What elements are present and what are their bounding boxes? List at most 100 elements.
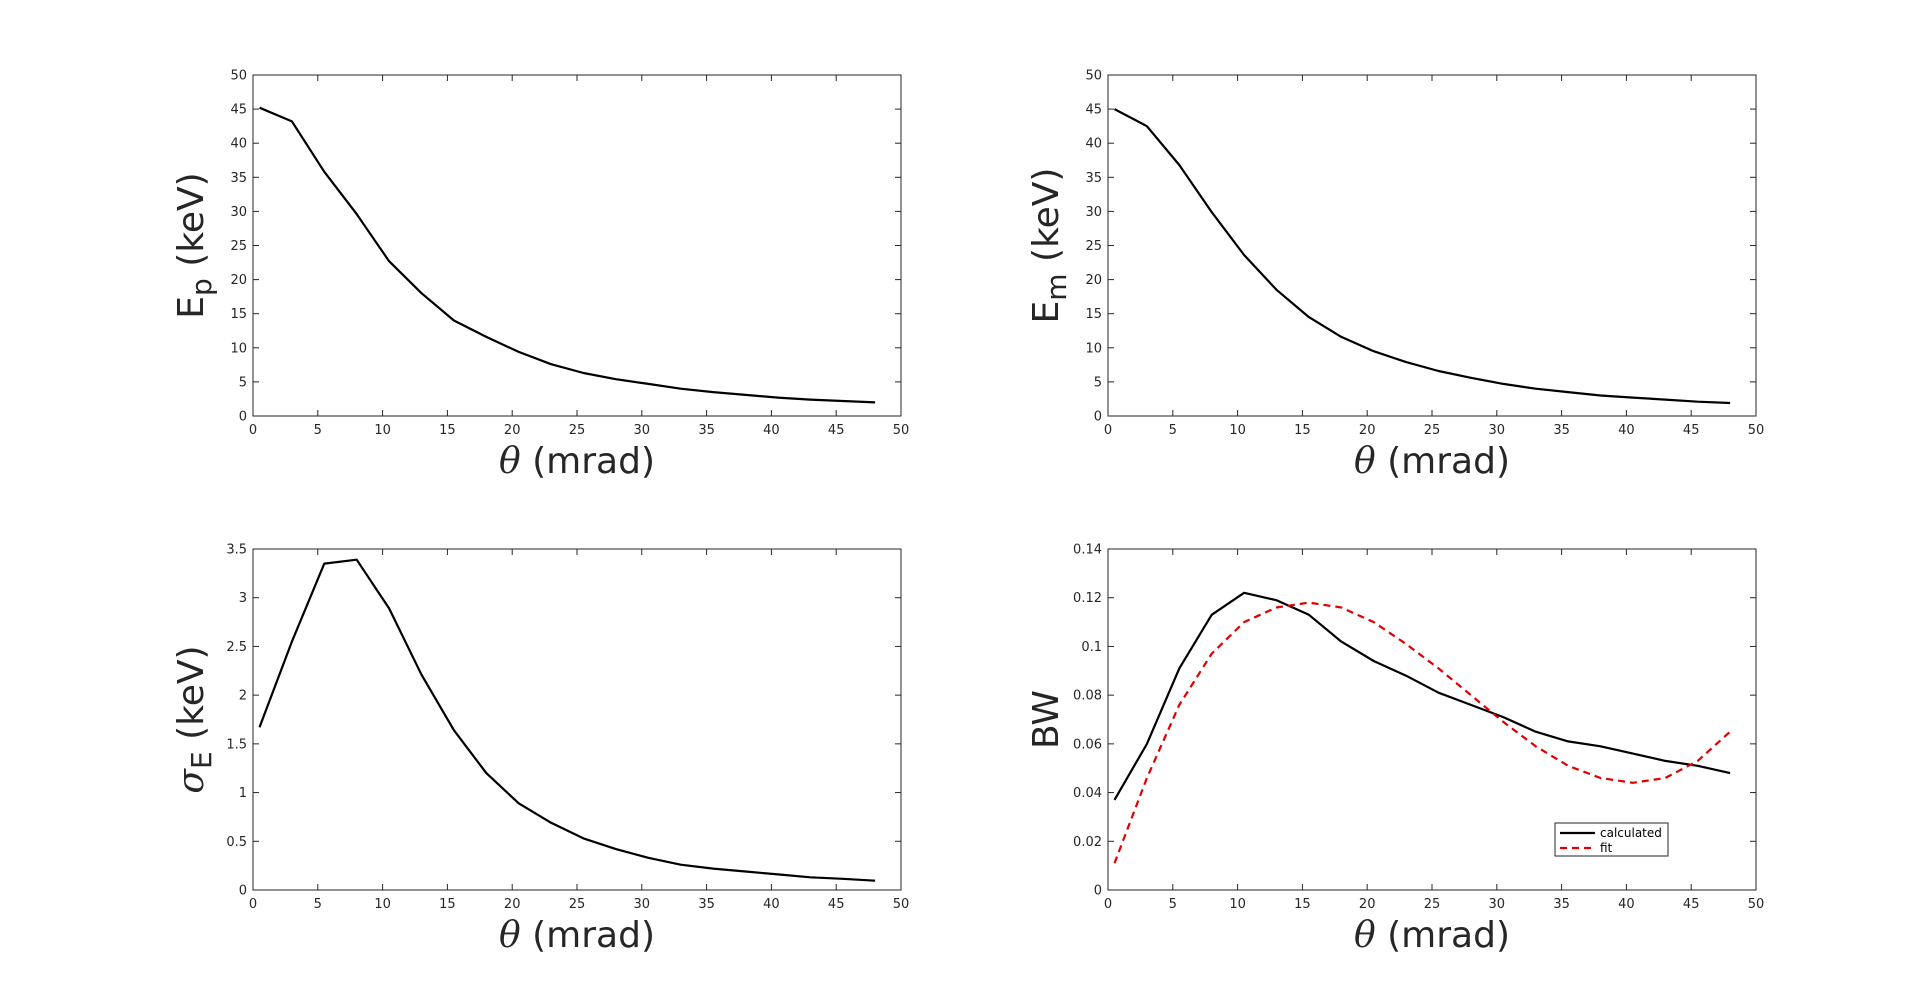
series-line-fit — [1113, 601, 1731, 864]
plot-area — [252, 74, 902, 417]
legend-label-calculated: calculated — [1600, 826, 1662, 840]
x-axis-label: θ (mrad) — [499, 915, 655, 956]
y-tick-label: 50 — [1085, 69, 1102, 84]
x-tick-label: 30 — [1489, 423, 1506, 438]
chart-bw: 0 5 10 15 20 25 30 35 40 45 50 0 0.02 0.04 0.06 0.08 0.1… — [1026, 543, 1764, 957]
y-tick-label: 40 — [1085, 137, 1102, 152]
y-tick-label: 3 — [239, 591, 247, 606]
y-tick-label: 3.5 — [226, 543, 247, 558]
x-tick-label: 20 — [504, 897, 521, 912]
y-tick-label: 0.06 — [1073, 737, 1102, 752]
x-tick-label: 50 — [1748, 897, 1765, 912]
y-tick-label: 0.14 — [1073, 543, 1102, 558]
x-tick-label: 45 — [828, 897, 845, 912]
chart-em: 0 5 10 15 20 25 30 35 40 45 50 0 5 10 15 20 25 30 35 40 45 50… — [1026, 69, 1764, 483]
y-axis-label-main: BW — [1026, 690, 1067, 749]
x-tick-label: 5 — [1169, 423, 1177, 438]
series-line-0 — [258, 558, 876, 882]
y-tick-label: 0 — [1094, 410, 1102, 425]
x-tick-label: 35 — [698, 423, 715, 438]
x-axis-label-symbol: θ — [499, 915, 521, 956]
x-tick-label: 0 — [249, 423, 257, 438]
y-tick-label: 15 — [230, 307, 247, 322]
x-tick-label: 15 — [1294, 423, 1311, 438]
y-tick-label: 35 — [1085, 171, 1102, 186]
y-tick-label: 20 — [230, 273, 247, 288]
x-tick-label: 30 — [634, 897, 651, 912]
x-axis-label-symbol: θ — [1354, 441, 1376, 482]
x-tick-label: 10 — [374, 897, 391, 912]
x-tick-label: 20 — [1359, 897, 1376, 912]
y-tick-label: 45 — [1085, 103, 1102, 118]
y-tick-label: 30 — [1085, 205, 1102, 220]
y-tick-label: 0.12 — [1073, 591, 1102, 606]
x-tick-label: 25 — [569, 897, 586, 912]
series-line-calculated — [1113, 591, 1731, 801]
y-axis-label-unit: (keV) — [1026, 168, 1067, 274]
x-axis-label-symbol: θ — [499, 441, 521, 482]
y-tick-label: 0.02 — [1073, 835, 1102, 850]
legend-label-fit: fit — [1600, 841, 1613, 855]
x-tick-label: 15 — [1294, 897, 1311, 912]
y-axis-label: BW — [1026, 690, 1067, 749]
x-tick-label: 45 — [1683, 897, 1700, 912]
y-tick-label: 25 — [230, 239, 247, 254]
y-tick-label: 50 — [230, 69, 247, 84]
x-tick-label: 10 — [374, 423, 391, 438]
y-tick-label: 0 — [239, 410, 247, 425]
plot-area — [252, 548, 902, 891]
y-tick-label: 30 — [230, 205, 247, 220]
y-tick-label: 0 — [1094, 884, 1102, 899]
x-axis-label-text: (mrad) — [1376, 441, 1510, 482]
y-tick-label: 10 — [230, 341, 247, 356]
y-tick-label: 0.08 — [1073, 689, 1102, 704]
x-axis-label-symbol: θ — [1354, 915, 1376, 956]
legend-box — [1554, 822, 1669, 857]
x-tick-label: 40 — [1618, 897, 1635, 912]
y-tick-label: 0.1 — [1081, 640, 1102, 655]
y-tick-label: 35 — [230, 171, 247, 186]
x-tick-label: 15 — [439, 423, 456, 438]
x-tick-label: 10 — [1229, 423, 1246, 438]
series-line-0 — [259, 106, 876, 404]
x-tick-label: 45 — [828, 423, 845, 438]
y-axis-label-main: E — [171, 296, 212, 319]
x-tick-label: 25 — [1424, 423, 1441, 438]
x-tick-label: 50 — [1748, 423, 1765, 438]
y-tick-label: 15 — [1085, 307, 1102, 322]
x-axis-label: θ (mrad) — [1354, 915, 1510, 956]
x-tick-label: 25 — [569, 423, 586, 438]
y-tick-label: 40 — [230, 137, 247, 152]
y-axis-label-unit: (keV) — [171, 172, 212, 278]
y-axis-label-subscript: E — [185, 751, 218, 769]
y-axis-label-subscript: m — [1040, 273, 1073, 300]
x-tick-label: 5 — [314, 423, 322, 438]
x-tick-label: 0 — [249, 897, 257, 912]
y-axis-label-main: σ — [171, 768, 212, 794]
y-tick-label: 45 — [230, 103, 247, 118]
y-tick-label: 1 — [239, 786, 247, 801]
x-tick-label: 20 — [504, 423, 521, 438]
x-tick-label: 35 — [1553, 423, 1570, 438]
y-tick-label: 5 — [239, 375, 247, 390]
y-axis-label: σE (keV) — [171, 645, 218, 793]
x-tick-label: 10 — [1229, 897, 1246, 912]
chart-ep: 0 5 10 15 20 25 30 35 40 45 50 0 5 10 15 20 25 30 35 40 45 50… — [171, 69, 909, 483]
y-tick-label: 0.5 — [226, 835, 247, 850]
y-tick-label: 0 — [239, 884, 247, 899]
x-tick-label: 45 — [1683, 423, 1700, 438]
plot-area — [1107, 74, 1757, 417]
y-axis-label-main: E — [1026, 301, 1067, 324]
y-tick-label: 2 — [239, 689, 247, 704]
y-axis-label-subscript: p — [185, 278, 218, 296]
x-tick-label: 35 — [1553, 897, 1570, 912]
x-tick-label: 40 — [763, 423, 780, 438]
x-tick-label: 15 — [439, 897, 456, 912]
y-axis-label-unit: (keV) — [171, 645, 212, 751]
x-tick-label: 20 — [1359, 423, 1376, 438]
x-tick-label: 50 — [893, 897, 910, 912]
y-tick-label: 10 — [1085, 341, 1102, 356]
x-tick-label: 5 — [314, 897, 322, 912]
